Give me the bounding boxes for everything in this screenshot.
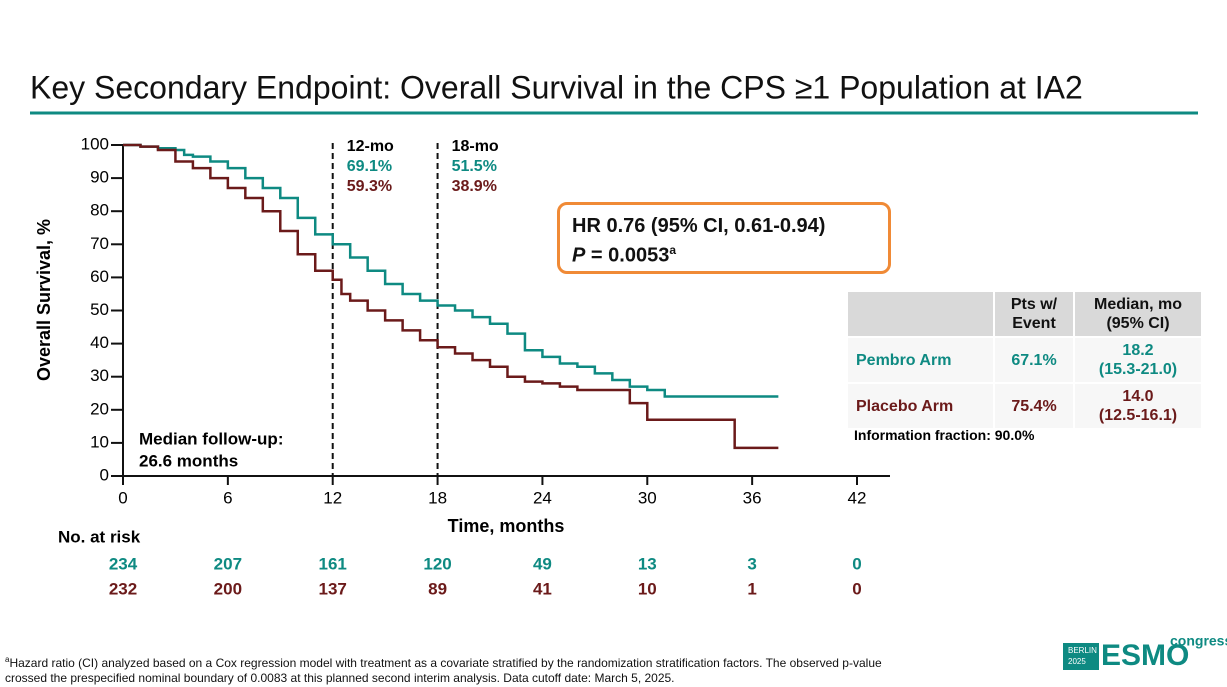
- at-risk-count: 207: [214, 554, 242, 573]
- at-risk-count: 89: [428, 579, 447, 598]
- header-cell: Median, mo (95% CI): [1075, 292, 1201, 336]
- p-symbol: P: [572, 244, 586, 267]
- x-tick-label: 6: [223, 488, 232, 507]
- median-cell: 14.0 (12.5-16.1): [1075, 382, 1201, 428]
- header-cell: Pts w/Event: [995, 292, 1073, 336]
- y-tick-label: 90: [90, 168, 109, 187]
- y-tick-label: 20: [90, 399, 109, 418]
- x-tick-label: 30: [638, 488, 657, 507]
- landmark-value: 51.5%: [452, 158, 497, 175]
- follow-up: Median follow-up:: [139, 429, 283, 448]
- y-tick-label: 30: [90, 366, 109, 385]
- y-tick-label: 50: [90, 300, 109, 319]
- y-tick-label: 10: [90, 432, 109, 451]
- info-fraction: Information fraction: 90.0%: [854, 427, 1035, 443]
- footnote-text: Hazard ratio (CI) analyzed based on a Co…: [9, 656, 882, 670]
- at-risk-count: 232: [109, 579, 137, 598]
- logo-word: congress: [1170, 633, 1227, 649]
- at-risk-count: 3: [747, 554, 756, 573]
- header-line: Median, mo: [1093, 296, 1182, 313]
- logo-brand: ESMO: [1101, 639, 1189, 672]
- at-risk-count: 120: [423, 554, 451, 573]
- at-risk-title: No. at risk: [58, 527, 141, 546]
- p-value: = 0.0053: [590, 244, 670, 267]
- y-axis-label: Overall Survival, %: [34, 219, 54, 381]
- x-tick-label: 36: [743, 488, 762, 507]
- arm-cell: Pembro Arm: [848, 336, 993, 382]
- at-risk-count: 13: [638, 554, 657, 573]
- header-line: Pts w/: [1010, 296, 1058, 313]
- x-tick-label: 24: [533, 488, 552, 507]
- landmark-label: 12-mo: [347, 138, 394, 155]
- at-risk-count: 200: [214, 579, 242, 598]
- header-line: Event: [1012, 315, 1056, 332]
- logo: BERLIN 2025 ESMO congress: [1063, 633, 1227, 672]
- footnote-sup: a: [5, 655, 10, 664]
- logo-year: 2025: [1068, 657, 1086, 666]
- at-risk-count: 0: [852, 579, 861, 598]
- at-risk-count: 41: [533, 579, 552, 598]
- x-axis-label: Time, months: [448, 516, 565, 536]
- median-cell: 18.2 (15.3-21.0): [1075, 336, 1201, 382]
- median: 14.0: [1122, 388, 1154, 405]
- footnote-line: crossed the prespecified nominal boundar…: [5, 671, 675, 685]
- at-risk-count: 234: [109, 554, 138, 573]
- y-tick-label: 40: [90, 333, 109, 352]
- y-tick-label: 80: [90, 201, 109, 220]
- p-text: P = 0.0053a: [572, 243, 676, 268]
- at-risk-count: 0: [852, 554, 861, 573]
- follow-up: 26.6 months: [139, 451, 238, 470]
- footnote-line: aHazard ratio (CI) analyzed based on a C…: [5, 652, 882, 671]
- landmark-value: 69.1%: [347, 158, 392, 175]
- at-risk-count: 161: [319, 554, 347, 573]
- logo-badge: [1063, 643, 1099, 670]
- survival-curve: [123, 143, 779, 450]
- at-risk-count: 1: [747, 579, 756, 598]
- landmark-label: 18-mo: [452, 138, 499, 155]
- pct-cell: 67.1%: [995, 336, 1073, 382]
- median: 18.2: [1122, 342, 1154, 359]
- x-tick-label: 12: [323, 488, 342, 507]
- at-risk-count: 10: [638, 579, 657, 598]
- x-tick-label: 0: [118, 488, 127, 507]
- logo-city: BERLIN: [1068, 646, 1097, 655]
- ci: (15.3-21.0): [1098, 361, 1178, 378]
- y-tick-label: 0: [100, 465, 109, 484]
- landmark-value: 59.3%: [347, 178, 392, 195]
- ci: (12.5-16.1): [1098, 407, 1178, 424]
- hr-text: HR 0.76 (95% CI, 0.61-0.94): [572, 215, 826, 237]
- y-tick-label: 100: [81, 134, 109, 153]
- slide-title: Key Secondary Endpoint: Overall Survival…: [30, 69, 1083, 105]
- x-tick-label: 18: [428, 488, 447, 507]
- at-risk-count: 49: [533, 554, 552, 573]
- hr-box: HR 0.76 (95% CI, 0.61-0.94) P = 0.0053a: [557, 202, 891, 274]
- p-sup: a: [669, 243, 677, 257]
- arm-cell: Placebo Arm: [848, 382, 993, 428]
- landmark-value: 38.9%: [452, 178, 497, 195]
- survival-curve: [123, 143, 779, 398]
- header-cell: [848, 292, 993, 336]
- x-tick-label: 42: [848, 488, 867, 507]
- y-tick-label: 70: [90, 234, 109, 253]
- summary-table: Pts w/Event Median, mo (95% CI) Pembro Ar…: [846, 292, 1203, 428]
- footnote: aHazard ratio (CI) analyzed based on a C…: [5, 652, 882, 686]
- pct-cell: 75.4%: [995, 382, 1073, 428]
- y-tick-label: 60: [90, 267, 109, 286]
- at-risk-count: 137: [319, 579, 347, 598]
- header-line: (95% CI): [1106, 315, 1170, 332]
